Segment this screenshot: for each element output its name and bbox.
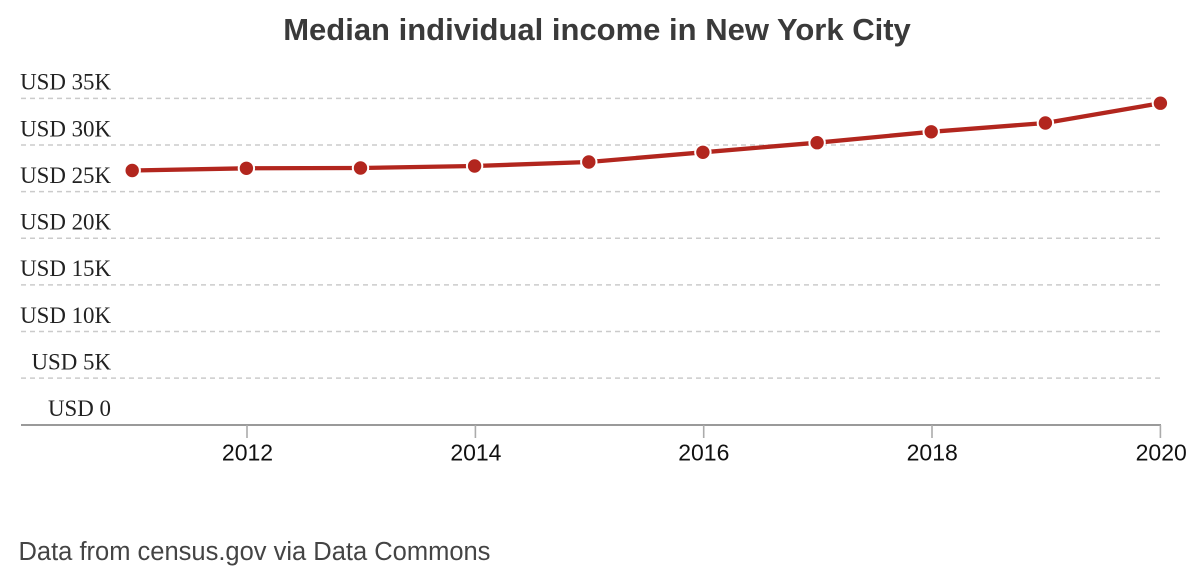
svg-text:USD 20K: USD 20K — [20, 210, 111, 235]
svg-text:USD 10K: USD 10K — [20, 303, 111, 328]
svg-text:2012: 2012 — [222, 440, 273, 466]
svg-text:USD 25K: USD 25K — [20, 163, 111, 188]
svg-text:2018: 2018 — [907, 440, 958, 466]
svg-text:Data from census.gov via Data: Data from census.gov via Data Commons — [19, 538, 491, 566]
svg-text:2016: 2016 — [678, 440, 729, 466]
svg-text:USD 35K: USD 35K — [20, 70, 111, 95]
svg-text:2020: 2020 — [1136, 440, 1187, 466]
svg-text:USD 0: USD 0 — [48, 396, 111, 421]
svg-text:USD 15K: USD 15K — [20, 256, 111, 281]
svg-text:Median individual income in Ne: Median individual income in New York Cit… — [283, 12, 911, 47]
svg-text:USD 5K: USD 5K — [32, 349, 112, 374]
svg-text:USD 30K: USD 30K — [20, 116, 111, 141]
svg-text:2014: 2014 — [450, 440, 501, 466]
